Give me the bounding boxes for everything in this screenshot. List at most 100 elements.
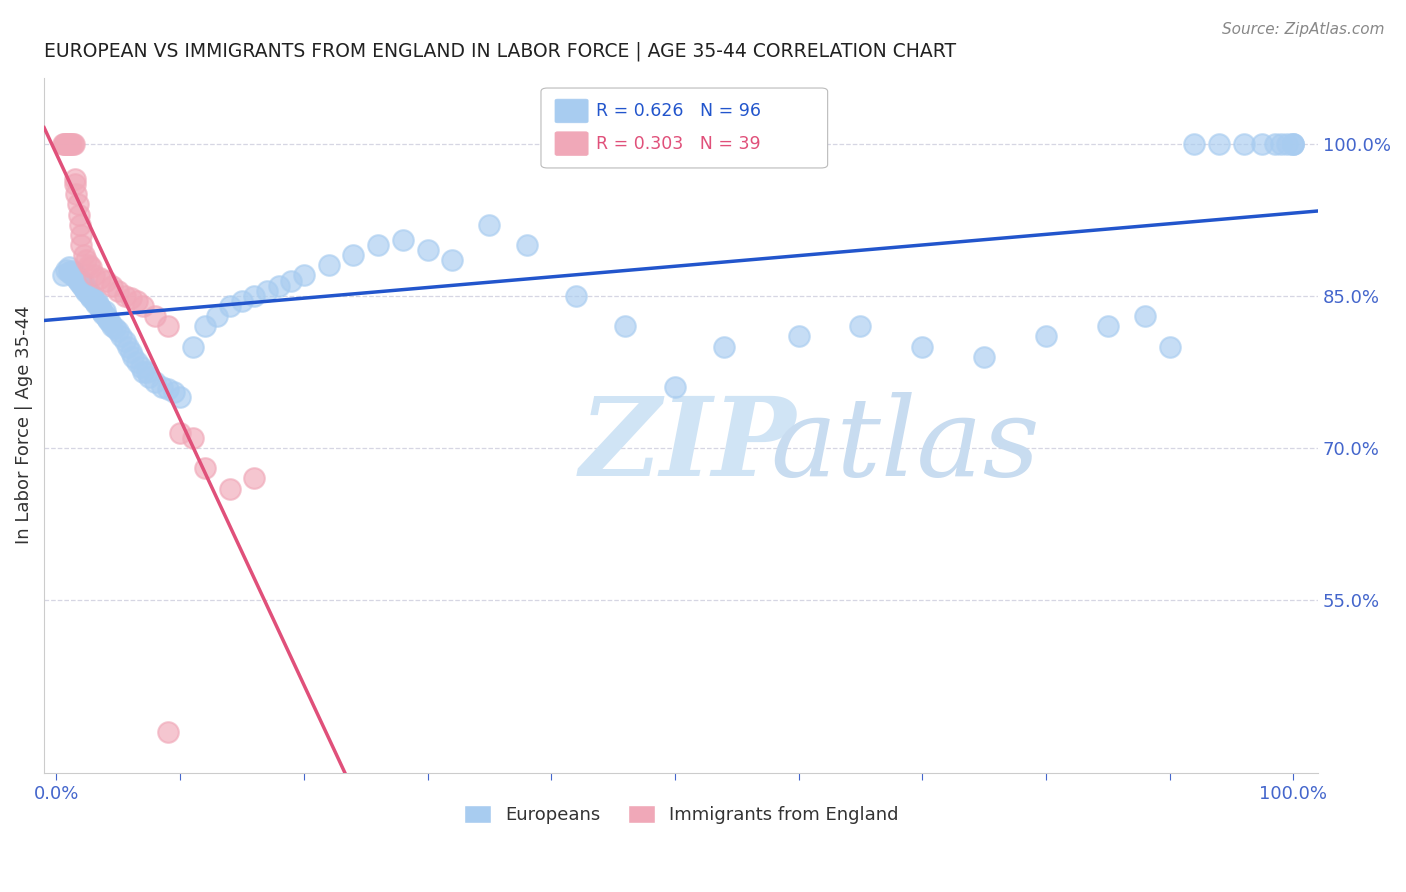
Point — [70, 274, 93, 288]
Point — [63, 172, 86, 186]
Point — [207, 309, 229, 323]
Point — [101, 278, 124, 293]
Point — [80, 291, 103, 305]
Point — [65, 187, 87, 202]
Point — [83, 268, 105, 283]
Point — [713, 339, 735, 353]
Point — [73, 280, 96, 294]
Point — [156, 382, 179, 396]
Point — [59, 136, 82, 151]
Point — [70, 277, 93, 291]
Point — [1133, 309, 1156, 323]
Point — [104, 321, 127, 335]
Point — [911, 339, 934, 353]
Point — [416, 243, 439, 257]
Point — [53, 136, 76, 151]
Text: R = 0.626   N = 96: R = 0.626 N = 96 — [596, 102, 761, 120]
Point — [1233, 136, 1256, 151]
Point — [1159, 339, 1181, 353]
Text: R = 0.303   N = 39: R = 0.303 N = 39 — [596, 135, 761, 153]
Point — [98, 315, 121, 329]
Point — [391, 233, 413, 247]
Point — [66, 272, 89, 286]
Point — [77, 286, 100, 301]
Point — [114, 289, 136, 303]
Point — [60, 268, 83, 282]
Text: EUROPEAN VS IMMIGRANTS FROM ENGLAND IN LABOR FORCE | AGE 35-44 CORRELATION CHART: EUROPEAN VS IMMIGRANTS FROM ENGLAND IN L… — [44, 42, 956, 62]
Point — [515, 238, 537, 252]
Point — [58, 260, 80, 275]
Point — [163, 385, 186, 400]
Point — [63, 177, 86, 191]
Point — [150, 380, 173, 394]
Point — [70, 238, 93, 252]
Point — [73, 248, 96, 262]
Point — [89, 270, 111, 285]
Legend: Europeans, Immigrants from England: Europeans, Immigrants from England — [454, 796, 908, 833]
Point — [132, 299, 155, 313]
Point — [107, 284, 129, 298]
Point — [1035, 329, 1057, 343]
Point — [97, 313, 120, 327]
Point — [194, 461, 217, 475]
Point — [117, 339, 139, 353]
Point — [114, 334, 136, 349]
Point — [1282, 136, 1305, 151]
Point — [1277, 136, 1299, 151]
Point — [292, 268, 315, 283]
Point — [79, 289, 101, 303]
Point — [787, 329, 810, 343]
Point — [76, 282, 98, 296]
Point — [52, 136, 75, 151]
Point — [62, 136, 84, 151]
Point — [87, 299, 110, 313]
Point — [73, 276, 96, 290]
Point — [77, 258, 100, 272]
Point — [1251, 136, 1274, 151]
Point — [96, 311, 118, 326]
Point — [107, 324, 129, 338]
Point — [169, 390, 191, 404]
Point — [256, 284, 278, 298]
Point — [125, 355, 148, 369]
Point — [52, 268, 75, 283]
Text: atlas: atlas — [770, 392, 1040, 500]
Point — [63, 269, 86, 284]
Point — [101, 319, 124, 334]
Point — [110, 329, 132, 343]
Point — [342, 248, 364, 262]
Point — [120, 344, 142, 359]
Point — [194, 319, 217, 334]
Point — [66, 197, 89, 211]
Point — [122, 350, 145, 364]
Point — [75, 253, 97, 268]
Point — [89, 301, 111, 315]
Point — [1282, 136, 1305, 151]
Point — [55, 263, 77, 277]
Point — [243, 471, 266, 485]
Text: ZIP: ZIP — [579, 392, 796, 500]
Point — [565, 289, 588, 303]
Point — [94, 309, 117, 323]
Point — [441, 253, 464, 268]
Point — [135, 365, 157, 379]
FancyBboxPatch shape — [541, 88, 828, 168]
Point — [72, 278, 94, 293]
Point — [1208, 136, 1230, 151]
Point — [75, 285, 97, 299]
Point — [269, 278, 291, 293]
Point — [67, 275, 90, 289]
Point — [86, 293, 108, 308]
Point — [82, 287, 104, 301]
Point — [69, 271, 91, 285]
Point — [63, 267, 86, 281]
Point — [181, 339, 204, 353]
Point — [145, 375, 167, 389]
Point — [280, 274, 302, 288]
Point — [73, 283, 96, 297]
Point — [129, 359, 152, 374]
Point — [156, 725, 179, 739]
Point — [243, 289, 266, 303]
Text: Source: ZipAtlas.com: Source: ZipAtlas.com — [1222, 22, 1385, 37]
Point — [90, 303, 112, 318]
